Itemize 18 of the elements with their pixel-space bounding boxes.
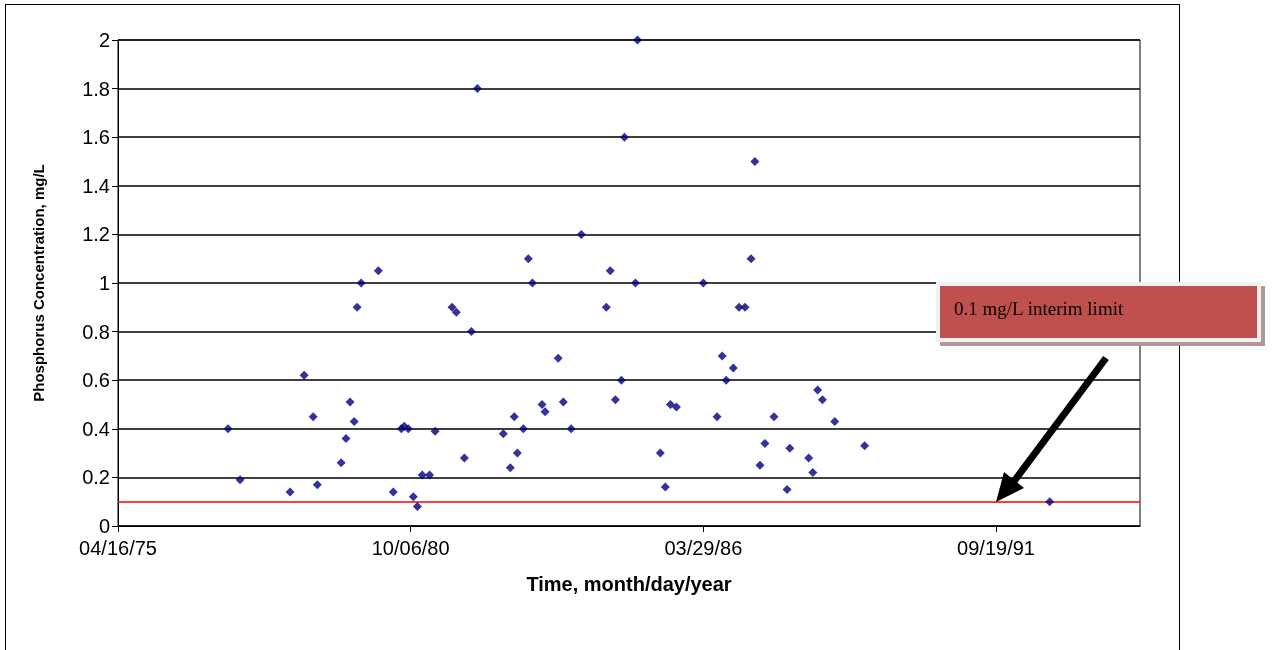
- y-tick-label: 1: [98, 272, 110, 294]
- y-tick-label: 0.6: [82, 369, 110, 392]
- y-tick-label: 0.2: [82, 466, 110, 489]
- y-tick-label: 0: [98, 515, 110, 537]
- x-tick-label: 09/19/91: [957, 537, 1035, 559]
- annotation: 0.1 mg/L interim limit: [954, 297, 1124, 320]
- y-tick-label: 2: [98, 29, 110, 51]
- x-tick-label: 10/06/80: [371, 537, 450, 559]
- x-axis-title: Time, month/day/year: [526, 573, 732, 595]
- y-tick-label: 0.8: [82, 320, 110, 343]
- x-tick-label: 04/16/75: [79, 537, 157, 559]
- y-axis-title: Phosphorus Concentration, mg/L: [30, 164, 47, 402]
- y-tick-label: 0.4: [82, 417, 110, 440]
- x-tick-label: 03/29/86: [664, 537, 743, 559]
- y-tick-label: 1.4: [82, 174, 110, 197]
- y-tick-label: 1.8: [82, 77, 110, 100]
- y-tick-label: 1.2: [82, 223, 110, 246]
- y-tick-label: 1.6: [82, 126, 110, 149]
